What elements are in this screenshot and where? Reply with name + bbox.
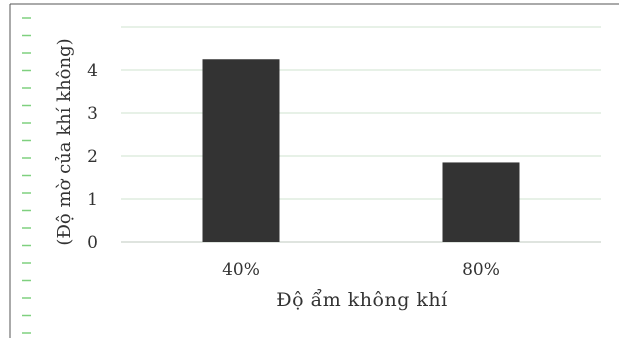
y-tick-label: 1 [87,190,98,210]
x-tick-label: 80% [462,260,500,280]
y-axis-ticks: 0 1 2 3 4 [87,61,98,253]
y-tick-label: 4 [87,61,98,81]
y-tick-label: 2 [87,147,98,167]
gridlines [121,26,601,243]
x-axis-ticks: 40% 80% [222,260,500,280]
left-edge-marks [22,17,31,334]
x-tick-label: 40% [222,260,260,280]
y-axis-title: (Độ mờ của khí không) [54,38,75,245]
y-tick-label: 0 [87,233,98,253]
x-axis-title: Độ ẩm không khí [276,289,448,311]
bars [202,59,520,242]
y-tick-label: 3 [87,104,98,124]
bar-40pct [202,59,280,242]
bar-80pct [442,162,520,242]
